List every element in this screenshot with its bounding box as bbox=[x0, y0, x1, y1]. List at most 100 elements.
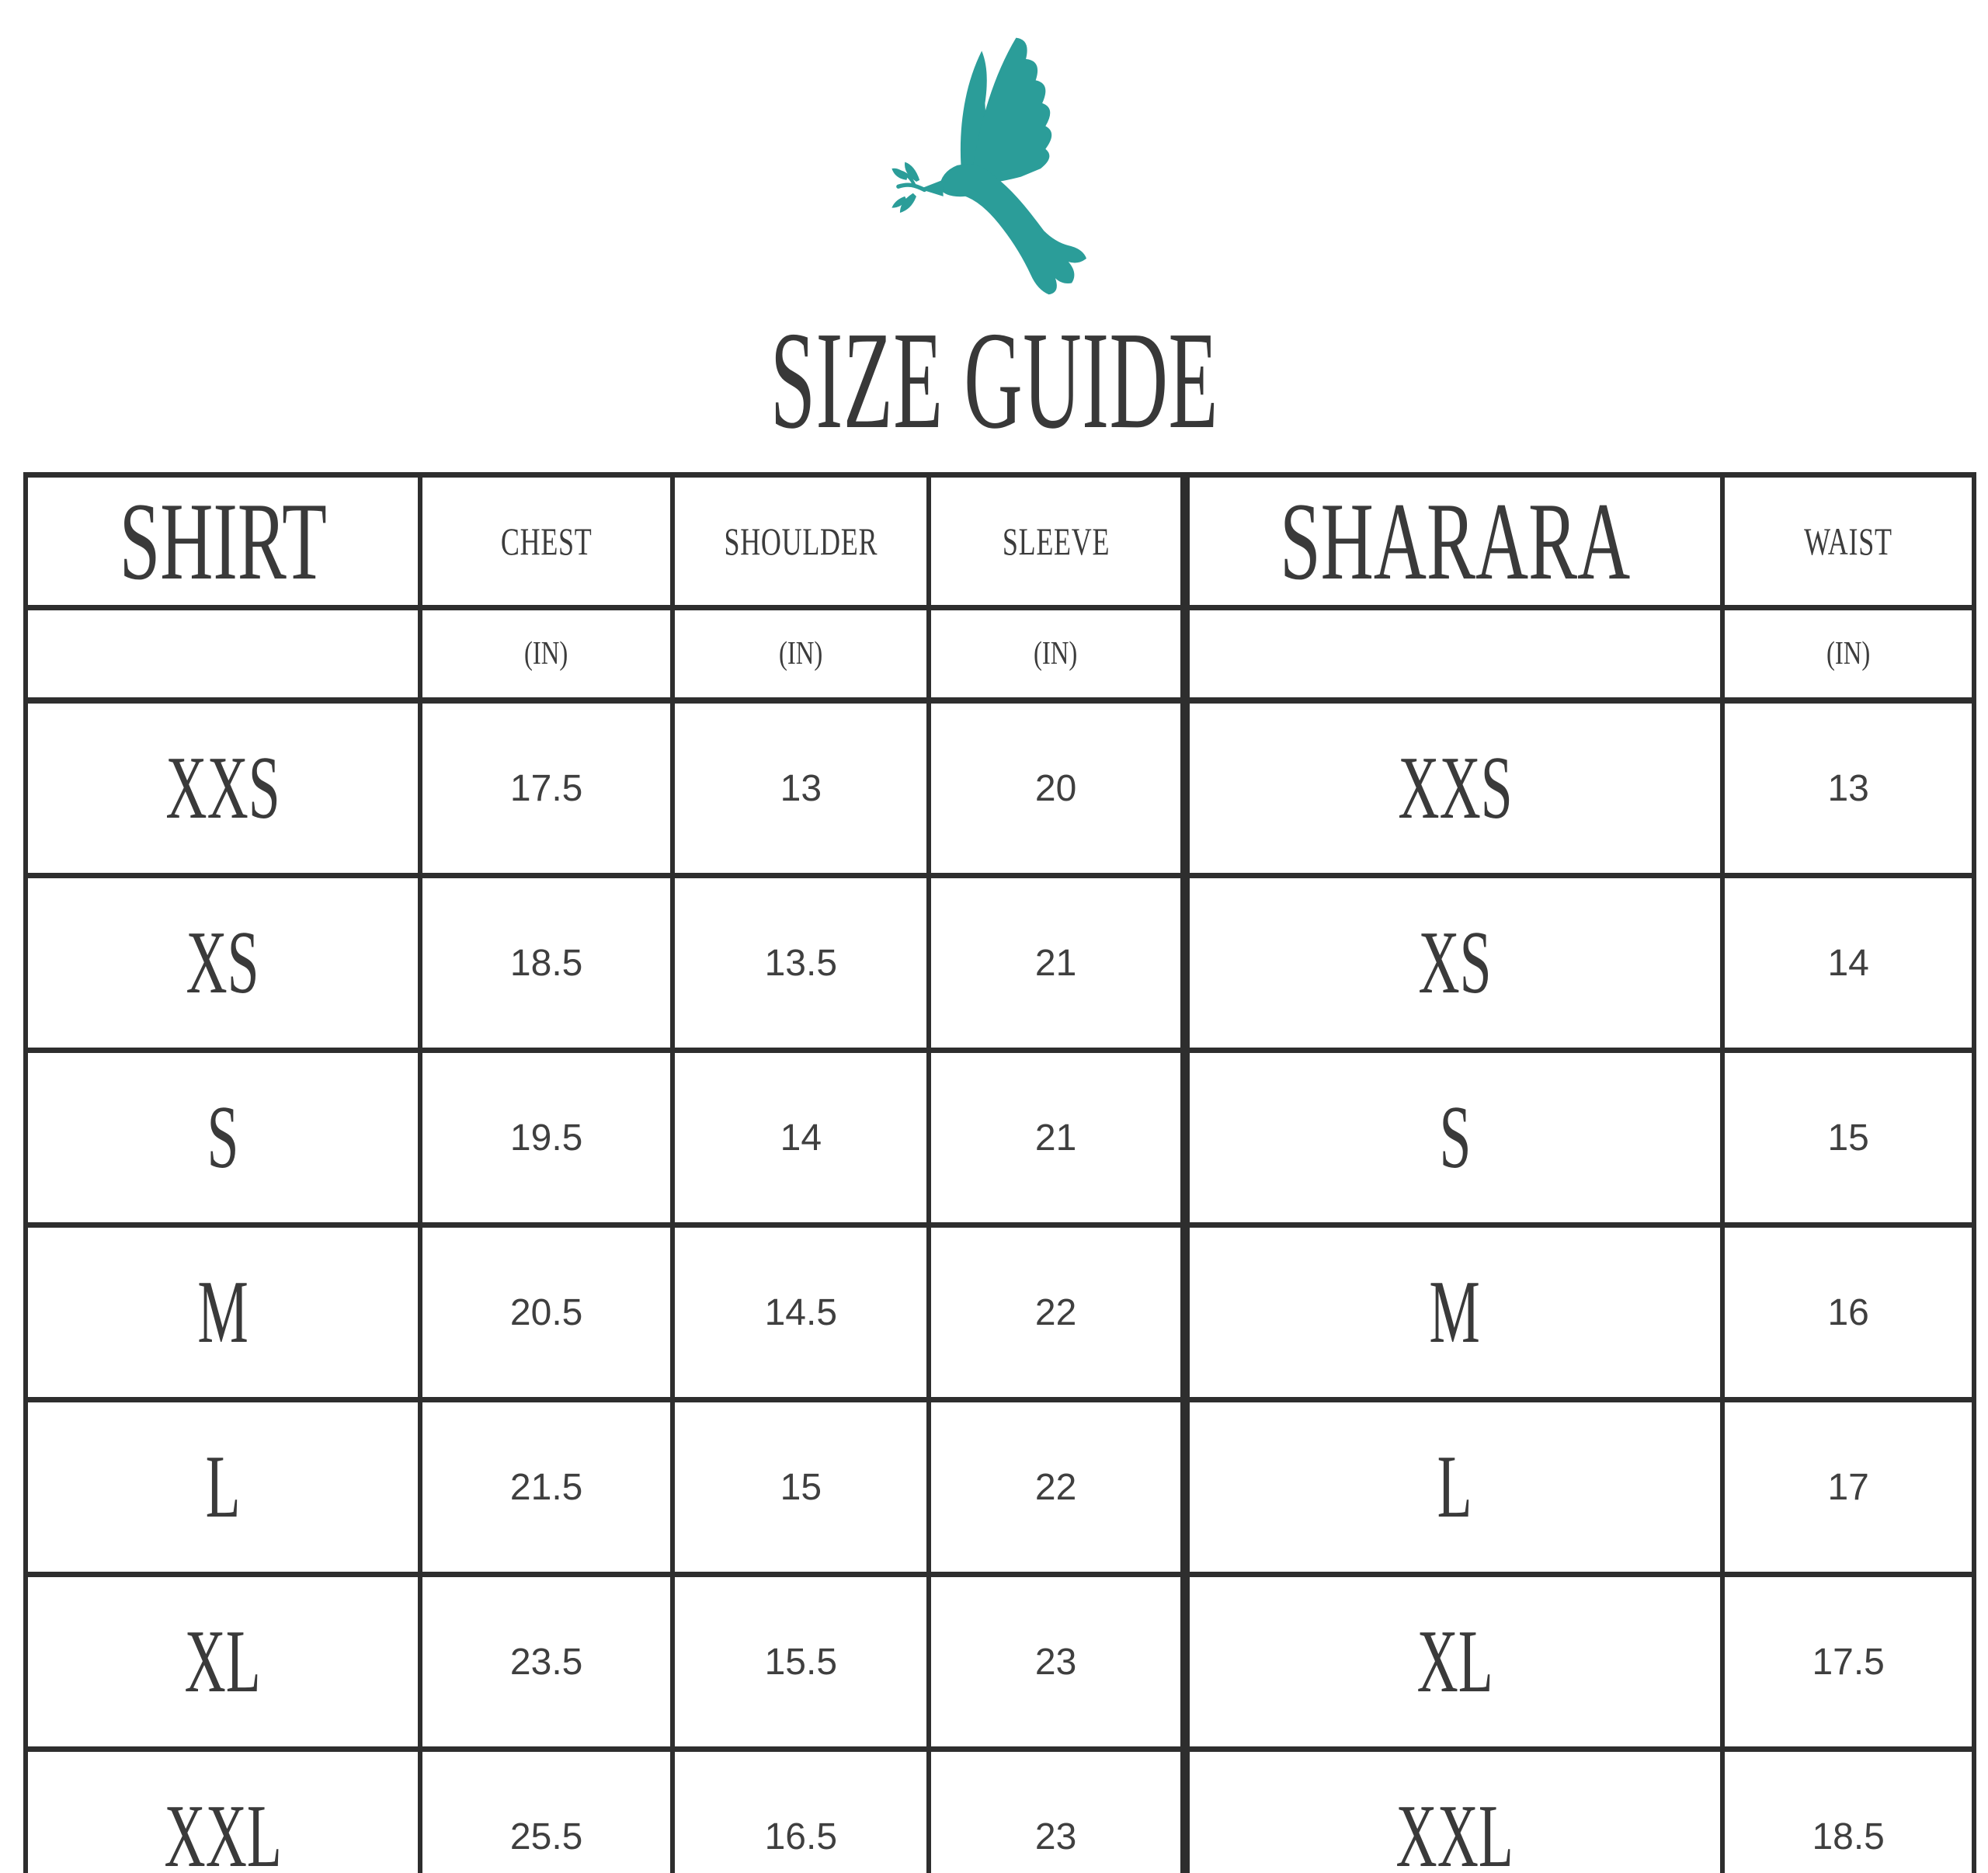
size-label: XXS bbox=[165, 738, 280, 837]
size-label-cell: L bbox=[23, 1397, 422, 1577]
size-row-xs: XS 14 bbox=[1184, 873, 1976, 1053]
size-row-m: M 20.5 14.5 22 bbox=[23, 1222, 1185, 1402]
measurement-value: 21 bbox=[926, 873, 1185, 1053]
table-name-cell: SHIRT bbox=[23, 472, 422, 610]
size-row-s: S 15 bbox=[1184, 1048, 1976, 1228]
size-label-cell: XXL bbox=[1184, 1746, 1726, 1873]
size-row-xxl: XXL 18.5 bbox=[1184, 1746, 1976, 1873]
size-label: S bbox=[1439, 1088, 1472, 1187]
measurement-value: 23.5 bbox=[417, 1572, 676, 1752]
measurement-value: 17.5 bbox=[1720, 1572, 1976, 1752]
measurement-value: 13.5 bbox=[670, 873, 932, 1053]
size-label: M bbox=[1429, 1263, 1481, 1361]
measurement-value: 21.5 bbox=[417, 1397, 676, 1577]
size-row-xxs: XXS 13 bbox=[1184, 697, 1976, 878]
measurement-value: 16.5 bbox=[670, 1746, 932, 1873]
size-row-s: S 19.5 14 21 bbox=[23, 1048, 1185, 1228]
size-row-m: M 16 bbox=[1184, 1222, 1976, 1402]
measurement-value: 16 bbox=[1720, 1222, 1976, 1402]
size-label: XXS bbox=[1397, 738, 1513, 837]
size-label-cell: XXS bbox=[23, 697, 422, 878]
column-header: CHEST bbox=[500, 520, 593, 563]
size-row-xxl: XXL 25.5 16.5 23 bbox=[23, 1746, 1185, 1873]
size-label-cell: XL bbox=[23, 1572, 422, 1752]
size-tables-container: SHIRT CHEST SHOULDER SLEEVE (IN) (IN) (IN) XXS 1… bbox=[0, 472, 1988, 1873]
measurement-value: 15 bbox=[670, 1397, 932, 1577]
size-label-cell: XS bbox=[1184, 873, 1726, 1053]
measurement-value: 15.5 bbox=[670, 1572, 932, 1752]
measurement-value: 14 bbox=[1720, 873, 1976, 1053]
measurement-value: 20.5 bbox=[417, 1222, 676, 1402]
size-label-cell: L bbox=[1184, 1397, 1726, 1577]
size-label: L bbox=[1437, 1437, 1473, 1536]
measurement-value: 14.5 bbox=[670, 1222, 932, 1402]
column-header: WAIST bbox=[1804, 520, 1892, 563]
measurement-value: 15 bbox=[1720, 1048, 1976, 1228]
header: SIZE GUIDE bbox=[0, 0, 1988, 450]
measurement-value: 21 bbox=[926, 1048, 1185, 1228]
measurement-value: 23 bbox=[926, 1746, 1185, 1873]
size-label-cell: XS bbox=[23, 873, 422, 1053]
measurement-value: 18.5 bbox=[417, 873, 676, 1053]
size-label: XXL bbox=[164, 1787, 282, 1873]
size-row-xs: XS 18.5 13.5 21 bbox=[23, 873, 1185, 1053]
column-header-cell: SLEEVE bbox=[926, 472, 1185, 610]
column-header: SLEEVE bbox=[1002, 520, 1110, 563]
measurement-value: 13 bbox=[1720, 697, 1976, 878]
measurement-value: 22 bbox=[926, 1222, 1185, 1402]
measurement-value: 18.5 bbox=[1720, 1746, 1976, 1873]
unit-corner-cell bbox=[1184, 605, 1726, 704]
measurement-value: 17.5 bbox=[417, 697, 676, 878]
measurement-value: 25.5 bbox=[417, 1746, 676, 1873]
dove-logo-icon bbox=[891, 37, 1086, 295]
column-header-cell: WAIST bbox=[1720, 472, 1976, 610]
size-label: S bbox=[207, 1088, 239, 1187]
page-title-text: SIZE GUIDE bbox=[770, 303, 1218, 457]
size-label: L bbox=[205, 1437, 241, 1536]
unit-label: (IN) bbox=[1034, 636, 1078, 672]
measurement-value: 19.5 bbox=[417, 1048, 676, 1228]
table-name-cell: SHARARA bbox=[1184, 472, 1726, 610]
unit-row: (IN) bbox=[1184, 605, 1976, 704]
size-row-xxs: XXS 17.5 13 20 bbox=[23, 697, 1185, 878]
unit-corner-cell bbox=[23, 605, 422, 704]
size-row-xl: XL 23.5 15.5 23 bbox=[23, 1572, 1185, 1752]
table-name: SHIRT bbox=[119, 480, 327, 603]
column-header-cell: CHEST bbox=[417, 472, 676, 610]
unit-row: (IN) (IN) (IN) bbox=[23, 605, 1185, 704]
size-label-cell: XL bbox=[1184, 1572, 1726, 1752]
measurement-value: 20 bbox=[926, 697, 1185, 878]
unit-label: (IN) bbox=[1826, 636, 1871, 672]
size-label: M bbox=[197, 1263, 248, 1361]
column-header-cell: SHOULDER bbox=[670, 472, 932, 610]
table-name: SHARARA bbox=[1280, 480, 1631, 603]
size-row-xl: XL 17.5 bbox=[1184, 1572, 1976, 1752]
unit-cell: (IN) bbox=[670, 605, 932, 704]
size-label: XL bbox=[184, 1612, 262, 1711]
size-label-cell: M bbox=[23, 1222, 422, 1402]
page-title: SIZE GUIDE bbox=[0, 311, 1988, 450]
size-label: XXL bbox=[1395, 1787, 1514, 1873]
size-row-l: L 17 bbox=[1184, 1397, 1976, 1577]
measurement-value: 17 bbox=[1720, 1397, 1976, 1577]
column-header: SHOULDER bbox=[724, 520, 878, 563]
measurement-value: 13 bbox=[670, 697, 932, 878]
size-label: XL bbox=[1416, 1612, 1493, 1711]
size-label-cell: M bbox=[1184, 1222, 1726, 1402]
size-table-sharara: SHARARA WAIST (IN) XXS 13 XS 14 S 15 M 16 L 17 XL 17.5… bbox=[1184, 472, 1976, 1873]
unit-label: (IN) bbox=[779, 636, 823, 672]
unit-cell: (IN) bbox=[417, 605, 676, 704]
column-header-row: SHARARA WAIST bbox=[1184, 472, 1976, 610]
size-label-cell: S bbox=[23, 1048, 422, 1228]
size-label: XS bbox=[1418, 913, 1492, 1012]
measurement-value: 23 bbox=[926, 1572, 1185, 1752]
column-header-row: SHIRT CHEST SHOULDER SLEEVE bbox=[23, 472, 1185, 610]
size-label-cell: XXS bbox=[1184, 697, 1726, 878]
unit-cell: (IN) bbox=[1720, 605, 1976, 704]
size-label-cell: XXL bbox=[23, 1746, 422, 1873]
unit-cell: (IN) bbox=[926, 605, 1185, 704]
unit-label: (IN) bbox=[524, 636, 568, 672]
size-row-l: L 21.5 15 22 bbox=[23, 1397, 1185, 1577]
size-label-cell: S bbox=[1184, 1048, 1726, 1228]
